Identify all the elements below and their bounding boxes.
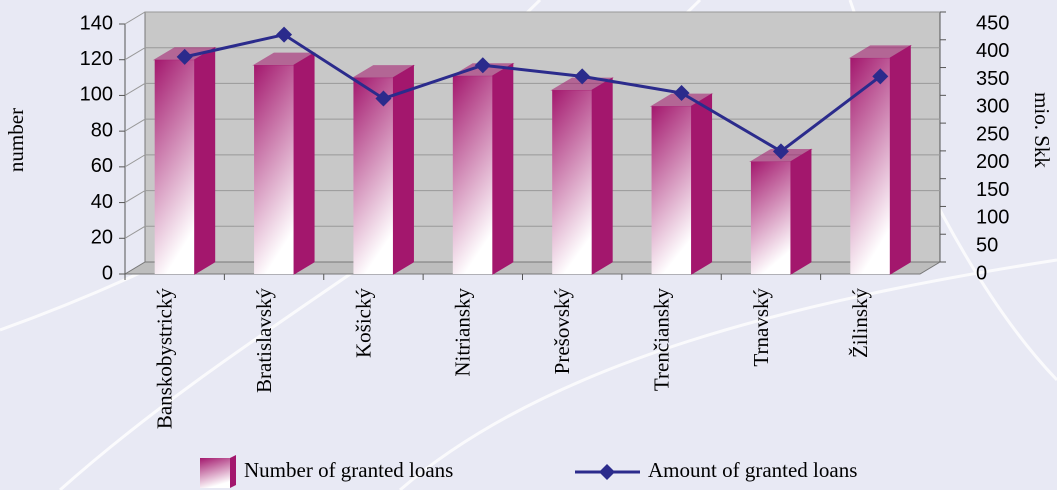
legend-marker xyxy=(599,464,615,480)
x-tick-label: Prešovský xyxy=(550,288,574,375)
floor xyxy=(123,261,942,275)
y-tick-label: 60 xyxy=(91,155,113,177)
bar xyxy=(750,161,791,274)
bar-side xyxy=(492,62,514,275)
y-tick-label: 0 xyxy=(102,262,113,284)
bar xyxy=(850,57,891,274)
y2-tick-label: 400 xyxy=(976,40,1009,62)
y-tick-label: 120 xyxy=(80,48,113,70)
bar-side xyxy=(889,45,911,275)
y2-tick-label: 200 xyxy=(976,151,1009,173)
y2-tick-label: 50 xyxy=(976,235,998,257)
bar xyxy=(452,75,493,275)
y-tick-label: 20 xyxy=(91,227,113,249)
bar xyxy=(552,90,593,274)
y2-tick-label: 150 xyxy=(976,179,1009,201)
y2-tick-label: 350 xyxy=(976,68,1009,90)
line-marker xyxy=(772,143,789,160)
legend-label: Number of granted loans xyxy=(244,458,453,482)
legend-swatch-side xyxy=(230,455,236,488)
line-marker xyxy=(176,48,193,65)
x-tick-label: Trenčiansky xyxy=(649,288,673,392)
x-tick-label: Banskobystrický xyxy=(153,288,177,430)
y-tick-label: 40 xyxy=(91,191,113,213)
y-tick-label: 140 xyxy=(80,12,113,34)
grid-line xyxy=(124,82,940,96)
bar-side xyxy=(194,46,216,275)
bar-side xyxy=(392,64,414,275)
line-marker xyxy=(872,68,889,85)
line xyxy=(184,33,882,154)
y2-tick-label: 450 xyxy=(976,12,1009,34)
y2-tick-label: 100 xyxy=(976,207,1009,229)
line-marker xyxy=(574,68,591,85)
line-marker xyxy=(673,85,690,101)
x-tick-label: Trnavský xyxy=(749,288,773,367)
bar xyxy=(254,65,295,274)
y-axis-label: number xyxy=(4,108,28,172)
line-marker xyxy=(375,90,392,107)
x-tick-label: Košický xyxy=(351,288,375,358)
x-tick-label: Žilinský xyxy=(848,288,872,359)
legend-swatch xyxy=(200,458,230,488)
line-marker xyxy=(276,26,293,43)
legend-label: Amount of granted loans xyxy=(648,458,857,482)
y-tick-label: 100 xyxy=(80,84,113,106)
y-tick-label: 80 xyxy=(91,119,113,141)
bar-side xyxy=(293,52,315,275)
bar xyxy=(651,106,692,275)
y2-tick-label: 300 xyxy=(976,96,1009,118)
grid-line xyxy=(124,11,940,25)
bar-side xyxy=(691,93,713,275)
y2-tick-label: 0 xyxy=(976,262,987,284)
bar-side xyxy=(790,148,812,275)
line-marker xyxy=(474,57,491,74)
x-tick-label: Bratislavský xyxy=(252,288,276,393)
bar-side xyxy=(591,77,613,275)
x-tick-label: Nitriansky xyxy=(451,288,475,377)
grid-line xyxy=(124,47,940,61)
bar xyxy=(154,59,195,274)
y2-tick-label: 250 xyxy=(976,123,1009,145)
y2-axis-label: mio. Skk xyxy=(1030,92,1054,168)
bar xyxy=(353,77,394,274)
